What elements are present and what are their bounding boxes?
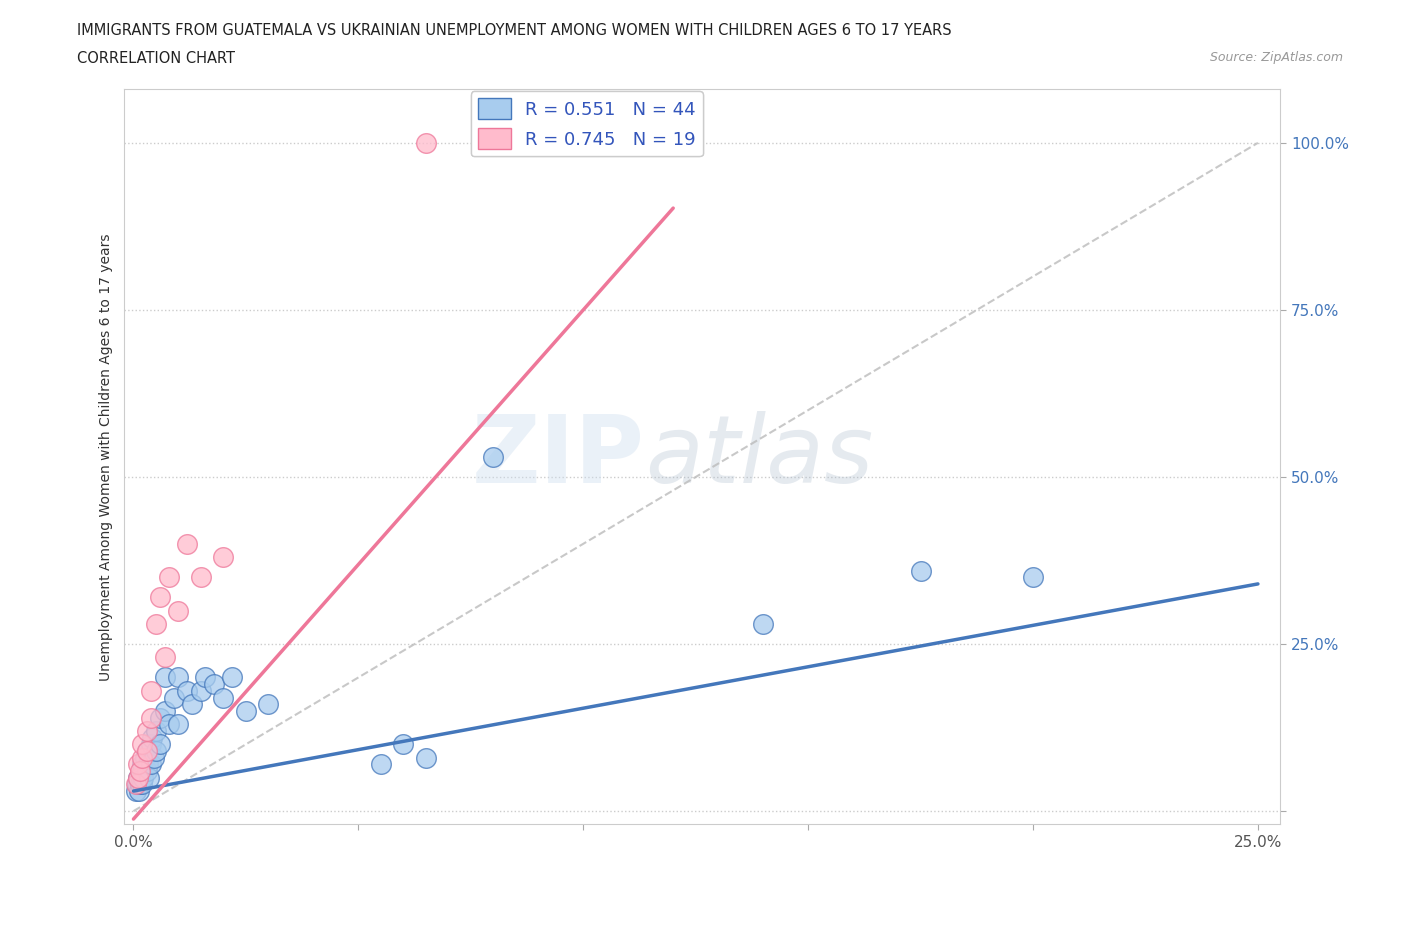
Point (181, 697, 204, 711)
Point (141, 737, 163, 751)
Point (159, 570, 181, 585)
Point (153, 650, 176, 665)
Text: atlas: atlas (644, 411, 873, 502)
Point (163, 690, 186, 705)
Point (125, 777, 148, 791)
Point (141, 711, 163, 725)
Point (176, 684, 198, 698)
Point (131, 757, 153, 772)
Text: CORRELATION CHART: CORRELATION CHART (77, 51, 235, 66)
Point (212, 690, 235, 705)
Point (131, 777, 153, 791)
Point (415, 751, 437, 765)
Point (131, 737, 153, 751)
Point (145, 617, 167, 631)
Point (752, 617, 775, 631)
Point (131, 751, 153, 765)
Point (125, 777, 148, 791)
Point (127, 757, 149, 772)
Point (136, 744, 159, 759)
Point (134, 751, 156, 765)
Point (129, 764, 152, 778)
Point (392, 737, 415, 751)
Legend: R = 0.551   N = 44, R = 0.745   N = 19: R = 0.551 N = 44, R = 0.745 N = 19 (471, 91, 703, 156)
Point (149, 711, 172, 725)
Point (153, 703, 176, 718)
Point (149, 590, 172, 604)
Point (141, 684, 163, 698)
Point (132, 770, 155, 785)
Point (910, 563, 932, 578)
Point (482, 449, 505, 464)
Point (136, 744, 159, 759)
Point (212, 550, 235, 565)
Point (127, 770, 149, 785)
Point (136, 764, 159, 778)
Point (167, 604, 190, 618)
Point (141, 730, 163, 745)
Point (125, 784, 148, 799)
Point (136, 757, 159, 772)
Point (235, 703, 257, 718)
Point (1022, 570, 1045, 585)
Point (149, 737, 172, 751)
Point (370, 757, 392, 772)
Point (128, 784, 150, 799)
Point (153, 670, 176, 684)
Point (167, 670, 190, 684)
Point (221, 670, 243, 684)
Point (167, 717, 190, 732)
Point (176, 537, 198, 551)
Point (204, 677, 226, 692)
Point (131, 764, 153, 778)
Point (415, 136, 437, 151)
Point (129, 777, 152, 791)
Text: Source: ZipAtlas.com: Source: ZipAtlas.com (1209, 51, 1343, 64)
Point (136, 724, 159, 738)
Point (127, 770, 149, 785)
Point (141, 757, 163, 772)
Point (190, 570, 212, 585)
Point (145, 744, 167, 759)
Point (138, 770, 160, 785)
Point (257, 697, 280, 711)
Point (194, 670, 217, 684)
Text: ZIP: ZIP (472, 411, 644, 503)
Text: IMMIGRANTS FROM GUATEMALA VS UKRAINIAN UNEMPLOYMENT AMONG WOMEN WITH CHILDREN AG: IMMIGRANTS FROM GUATEMALA VS UKRAINIAN U… (77, 23, 952, 38)
Point (159, 717, 181, 732)
Point (145, 724, 167, 738)
Point (142, 751, 165, 765)
Point (190, 684, 212, 698)
Y-axis label: Unemployment Among Women with Children Ages 6 to 17 years: Unemployment Among Women with Children A… (100, 233, 114, 681)
